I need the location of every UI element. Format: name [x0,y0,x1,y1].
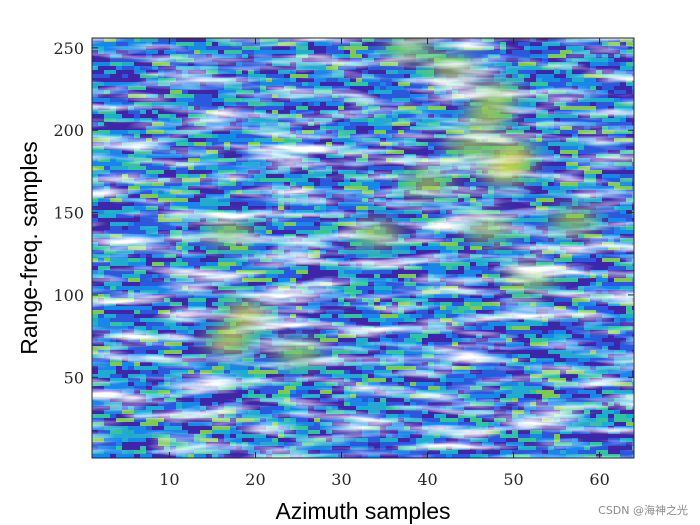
heatmap-cell [632,334,634,338]
heatmap-cell [632,74,634,78]
heatmap-cell [632,214,634,218]
plot-area [91,37,635,459]
heatmap-cell [632,262,634,266]
x-tick-label: 60 [589,470,609,489]
heatmap-cell [632,446,634,450]
contour-streak-overlay [92,38,634,458]
x-tick-label: 30 [331,470,351,489]
heatmap-cell [632,418,634,422]
y-tick-label: 200 [53,121,84,140]
x-tick-label: 40 [417,470,437,489]
x-tick-label: 10 [159,470,179,489]
x-tick-label: 20 [245,470,265,489]
heatmap-cell [632,218,634,222]
heatmap-cell [632,358,634,362]
x-axis-label: Azimuth samples [275,498,450,524]
heatmap-cell [632,326,634,330]
y-tick-label: 100 [53,286,84,305]
heatmap-cell [632,406,634,410]
heatmap-cell [632,158,634,162]
y-axis: 50 100 150 200 250 [53,39,634,387]
y-axis-label: Range-freq. samples [16,141,42,355]
y-tick-label: 250 [53,39,84,58]
heatmap-cell [632,186,634,190]
heatmap-cell [632,426,634,430]
heatmap-cell [632,442,634,446]
heatmap-cell [632,378,634,382]
y-tick-label: 150 [53,204,84,223]
watermark-text: CSDN @海神之光 [598,503,688,517]
y-tick-label: 50 [64,368,84,387]
x-axis: 10 20 30 40 50 60 [159,38,610,489]
heatmap-cell [632,362,634,366]
x-tick-label: 50 [503,470,523,489]
axes-box [91,37,635,459]
heatmap-cell [632,370,634,374]
heatmap-cell [632,182,634,186]
